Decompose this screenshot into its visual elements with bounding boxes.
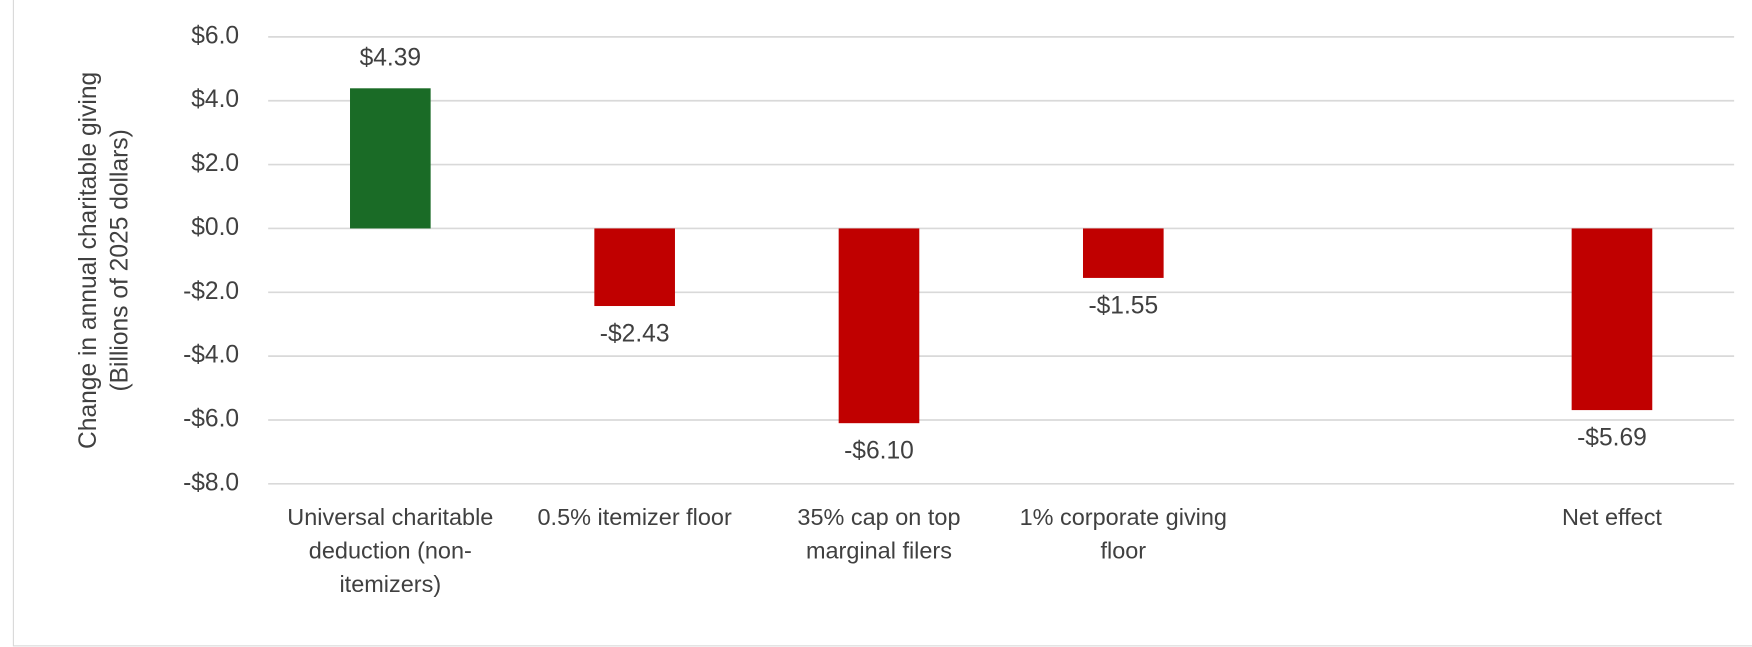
y-tick-label: $0.0 xyxy=(191,214,239,241)
x-tick-label-text: 0.5% itemizer floor xyxy=(537,505,732,531)
y-tick-label: $4.0 xyxy=(191,86,239,113)
x-tick-label: Universal charitable deduction (non-item… xyxy=(287,505,494,598)
x-tick-label-text: Net effect xyxy=(1561,505,1662,531)
bar xyxy=(838,228,920,424)
x-tick-label: 1% corporate giving floor xyxy=(1019,505,1227,565)
x-tick-label: 0.5% itemizer floor xyxy=(537,505,732,531)
y-tick-label: $6.0 xyxy=(191,22,239,49)
bar xyxy=(594,228,675,307)
x-tick-label-text: 1% corporate giving floor xyxy=(1019,505,1227,565)
x-tick-label: 35% cap on top marginal filers xyxy=(797,505,961,565)
x-tick-label-text: 35% cap on top marginal filers xyxy=(797,505,961,565)
value-label: $4.39 xyxy=(360,45,422,72)
x-tick-label-text: Universal charitable deduction (non-item… xyxy=(287,505,494,598)
value-label: -$1.55 xyxy=(1088,292,1158,319)
y-tick-label: -$4.0 xyxy=(183,342,239,369)
value-label: -$5.69 xyxy=(1577,425,1647,452)
y-tick-label: -$6.0 xyxy=(183,405,239,432)
value-label: -$6.10 xyxy=(844,438,914,465)
y-axis-title: Change in annual charitable giving (Bill… xyxy=(73,71,133,449)
y-tick-label: -$2.0 xyxy=(183,278,239,305)
y-tick-label: $2.0 xyxy=(191,150,239,177)
bar xyxy=(1571,228,1653,411)
bar xyxy=(1082,228,1164,278)
y-axis-title-text: Change in annual charitable giving (Bill… xyxy=(73,71,133,449)
value-label: -$2.43 xyxy=(600,321,670,348)
y-tick-label: -$8.0 xyxy=(183,469,239,496)
bar xyxy=(350,88,431,229)
x-tick-label: Net effect xyxy=(1561,505,1662,531)
